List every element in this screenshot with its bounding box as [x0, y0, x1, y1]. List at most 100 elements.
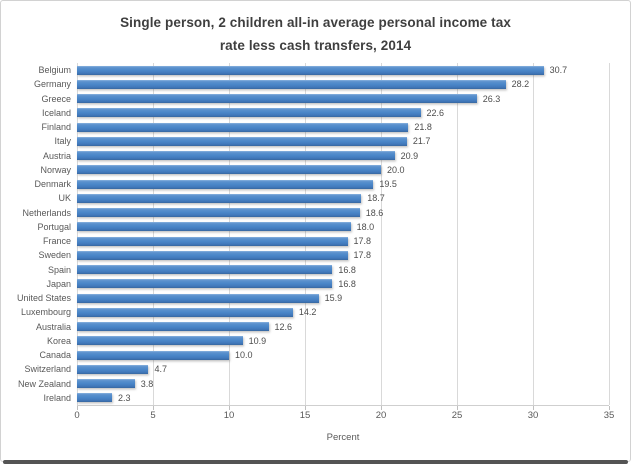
- category-label: Australia: [35, 321, 71, 332]
- value-label: 16.8: [338, 278, 356, 289]
- category-label: Luxembourg: [20, 307, 71, 318]
- category-label: Netherlands: [22, 207, 71, 218]
- bar: [77, 122, 409, 132]
- category-label: Spain: [47, 264, 71, 275]
- x-tick-label: 5: [150, 410, 156, 421]
- value-label: 18.0: [356, 221, 375, 232]
- x-tick-label: 30: [527, 410, 539, 421]
- value-label: 17.8: [353, 250, 372, 261]
- bar: [77, 379, 135, 389]
- bar-row: United States 15.9: [17, 291, 609, 305]
- bar: [77, 322, 269, 332]
- category-label: Italy: [54, 136, 71, 147]
- bar-row: Sweden 17.8: [38, 248, 609, 262]
- value-label: 22.6: [426, 107, 445, 118]
- category-label: Korea: [46, 335, 71, 346]
- bar: [77, 236, 348, 246]
- category-label: Canada: [39, 350, 71, 361]
- bars-container: Belgium 30.7 Germany 28.2 Greece 26.3 Iceland 2…: [17, 63, 609, 405]
- value-label: 28.2: [511, 79, 530, 90]
- category-label: Ireland: [43, 392, 71, 403]
- bar-row: France 17.8: [43, 234, 609, 248]
- x-axis-tick-labels: 0 5 10 15 20 25 30 35: [74, 410, 614, 422]
- value-label: 15.9: [324, 293, 343, 304]
- category-label: Switzerland: [24, 364, 71, 375]
- category-label: Denmark: [34, 179, 71, 190]
- bar: [77, 65, 544, 75]
- bar: [77, 293, 319, 303]
- bar: [77, 222, 351, 232]
- bar: [77, 279, 333, 289]
- x-tick-label: 35: [603, 410, 615, 421]
- bar: [77, 79, 506, 89]
- category-label: Austria: [42, 150, 71, 161]
- chart-title: Single person, 2 children all-in average…: [120, 15, 511, 53]
- x-tick-label: 25: [451, 410, 463, 421]
- value-label: 20.0: [387, 164, 405, 175]
- bar: [77, 350, 229, 360]
- bar: [77, 208, 360, 218]
- value-label: 17.8: [353, 236, 372, 247]
- gridline: [457, 63, 458, 405]
- bar: [77, 151, 395, 161]
- bar-row: Canada 10.0: [39, 348, 609, 362]
- gridline: [533, 63, 534, 405]
- value-label: 30.7: [549, 65, 568, 76]
- bar: [77, 393, 112, 403]
- bar-row: Norway 20.0: [40, 163, 609, 177]
- bar-row: Portugal 18.0: [37, 220, 609, 234]
- bar: [77, 165, 381, 175]
- value-label: 18.7: [367, 193, 385, 204]
- x-tick-label: 10: [223, 410, 235, 421]
- bar: [77, 250, 348, 260]
- value-label: 10.0: [235, 350, 253, 361]
- category-label: Norway: [40, 164, 71, 175]
- bar-row: Spain 16.8: [48, 263, 609, 277]
- x-tick-label: 15: [299, 410, 311, 421]
- value-label: 18.6: [365, 207, 384, 218]
- category-label: Japan: [46, 278, 71, 289]
- category-label: Finland: [41, 122, 71, 133]
- bar-row: Denmark 19.5: [34, 177, 609, 191]
- value-label: 4.7: [154, 364, 167, 375]
- value-label: 19.5: [379, 179, 397, 190]
- bar: [77, 307, 293, 317]
- x-axis-title: Percent: [326, 432, 360, 443]
- x-tick-label: 20: [375, 410, 387, 421]
- category-label: New Zealand: [17, 378, 71, 389]
- x-tick-label: 0: [74, 410, 80, 421]
- bar-row: Finland 21.8: [41, 120, 609, 134]
- bar: [77, 193, 362, 203]
- bar: [77, 364, 149, 374]
- bar-row: Japan 16.8: [46, 277, 609, 291]
- value-label: 10.9: [248, 335, 267, 346]
- category-label: UK: [58, 193, 71, 204]
- category-label: Iceland: [41, 107, 71, 118]
- category-label: United States: [16, 293, 71, 304]
- gridline: [229, 63, 230, 405]
- bar-row: Australia 12.6: [36, 320, 609, 334]
- gridline: [381, 63, 382, 405]
- gridline: [77, 63, 78, 405]
- value-label: 2.3: [117, 392, 131, 403]
- bar: [77, 136, 407, 146]
- category-label: France: [42, 236, 71, 247]
- bar-row: New Zealand 3.8: [18, 377, 609, 391]
- bar-row: Iceland 22.6: [42, 106, 609, 120]
- bar-row: Netherlands 18.6: [22, 206, 609, 220]
- plot-area: Belgium 30.7 Germany 28.2 Greece 26.3 Iceland 2…: [17, 63, 610, 406]
- bar-row: Switzerland 4.7: [24, 362, 609, 376]
- bar-row: Italy 21.7: [54, 134, 609, 148]
- category-label: Germany: [33, 79, 71, 90]
- gridline: [609, 63, 610, 405]
- category-label: Belgium: [38, 65, 71, 76]
- category-label: Portugal: [37, 221, 71, 232]
- category-label: Sweden: [38, 250, 71, 261]
- bar-row: Belgium 30.7: [38, 63, 609, 77]
- bar-row: Austria 20.9: [43, 149, 609, 163]
- category-label: Greece: [41, 93, 71, 104]
- gridline: [305, 63, 306, 405]
- value-label: 12.6: [274, 321, 293, 332]
- value-label: 21.8: [414, 122, 432, 133]
- bar-row: Luxembourg 14.2: [21, 305, 609, 319]
